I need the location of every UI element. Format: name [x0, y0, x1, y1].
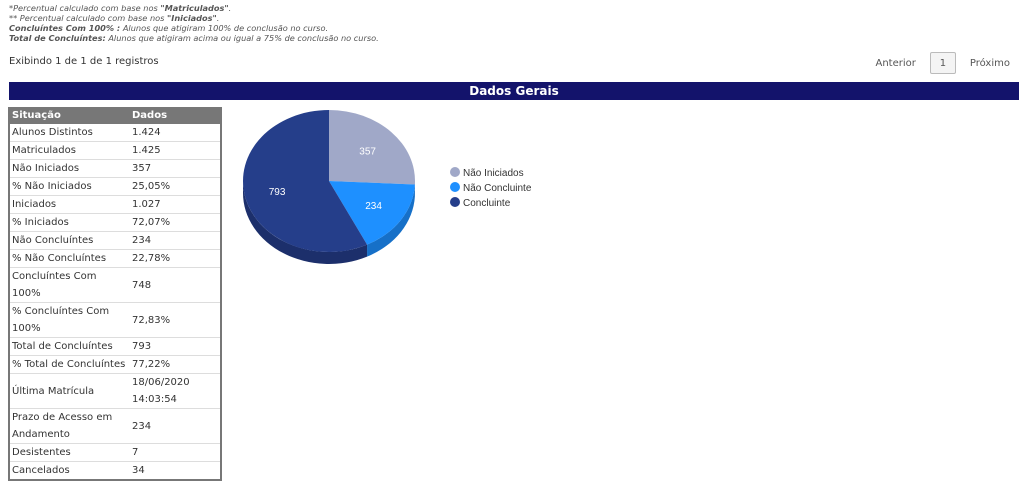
pie-chart: 357 234 793 Não Iniciados Não Concluinte Conc… — [230, 100, 590, 280]
note-bold: "Matriculados" — [160, 3, 228, 13]
legend-marker — [450, 167, 460, 177]
legend-marker — [450, 182, 460, 192]
row-value: 234 — [130, 232, 221, 250]
legend-label: Não Concluinte — [463, 183, 532, 194]
pagination: Anterior 1 Próximo — [876, 52, 1011, 74]
row-value: 7 — [130, 444, 221, 462]
note-bold: Concluíntes Com 100% : — [9, 23, 120, 33]
note-bold: "Iniciados" — [167, 13, 217, 23]
row-value: 34 — [130, 462, 221, 481]
row-label: Iniciados — [9, 196, 130, 214]
row-label: Prazo de Acesso em Andamento — [9, 409, 130, 444]
row-value: 25,05% — [130, 178, 221, 196]
row-label: % Iniciados — [9, 214, 130, 232]
table-row: % Concluíntes Com 100%72,83% — [9, 303, 221, 338]
row-value: 72,83% — [130, 303, 221, 338]
row-value: 234 — [130, 409, 221, 444]
row-label: % Não Concluíntes — [9, 250, 130, 268]
note-prefix: *Percentual calculado com base nos — [9, 3, 160, 13]
col-header: Dados — [130, 107, 221, 124]
row-label: % Total de Concluíntes — [9, 356, 130, 374]
row-label: Alunos Distintos — [9, 124, 130, 142]
row-value: 72,07% — [130, 214, 221, 232]
note-line: Concluíntes Com 100% : Alunos que atigir… — [9, 23, 379, 33]
records-count: Exibindo 1 de 1 de 1 registros — [9, 56, 159, 67]
legend-label: Concluinte — [463, 198, 511, 209]
next-button[interactable]: Próximo — [970, 58, 1010, 69]
note-line: *Percentual calculado com base nos "Matr… — [9, 3, 379, 13]
row-label: % Não Iniciados — [9, 178, 130, 196]
legend-marker — [450, 197, 460, 207]
row-label: Não Iniciados — [9, 160, 130, 178]
table-row: Concluíntes Com 100%748 — [9, 268, 221, 303]
row-value: 1.425 — [130, 142, 221, 160]
row-label: Cancelados — [9, 462, 130, 481]
note-suffix: Alunos que atigiram acima ou igual a 75%… — [106, 33, 379, 43]
col-header: Situação — [9, 107, 130, 124]
note-suffix: Alunos que atigiram 100% de conclusão no… — [120, 23, 328, 33]
row-label: Desistentes — [9, 444, 130, 462]
note-line: ** Percentual calculado com base nos "In… — [9, 13, 379, 23]
pie-data-label: 793 — [269, 187, 286, 198]
section-title: Dados Gerais — [9, 82, 1019, 100]
note-suffix: . — [229, 3, 232, 13]
note-prefix: ** Percentual calculado com base nos — [9, 13, 167, 23]
row-value: 1.027 — [130, 196, 221, 214]
row-value: 1.424 — [130, 124, 221, 142]
prev-button[interactable]: Anterior — [876, 58, 916, 69]
pie-data-label: 234 — [365, 201, 382, 212]
notes: *Percentual calculado com base nos "Matr… — [9, 3, 379, 43]
pie-data-label: 357 — [359, 147, 376, 158]
row-label: % Concluíntes Com 100% — [9, 303, 130, 338]
row-value: 793 — [130, 338, 221, 356]
note-line: Total de Concluíntes: Alunos que atigira… — [9, 33, 379, 43]
row-label: Concluíntes Com 100% — [9, 268, 130, 303]
row-label: Matriculados — [9, 142, 130, 160]
row-value: 357 — [130, 160, 221, 178]
page-1-button[interactable]: 1 — [930, 52, 956, 74]
note-suffix: . — [217, 13, 220, 23]
row-value: 22,78% — [130, 250, 221, 268]
row-label: Última Matrícula — [9, 374, 130, 409]
row-label: Total de Concluíntes — [9, 338, 130, 356]
row-value: 18/06/2020 14:03:54 — [130, 374, 221, 409]
row-label: Não Concluíntes — [9, 232, 130, 250]
row-value: 77,22% — [130, 356, 221, 374]
row-value: 748 — [130, 268, 221, 303]
legend-label: Não Iniciados — [463, 168, 524, 179]
note-bold: Total de Concluíntes: — [9, 33, 106, 43]
